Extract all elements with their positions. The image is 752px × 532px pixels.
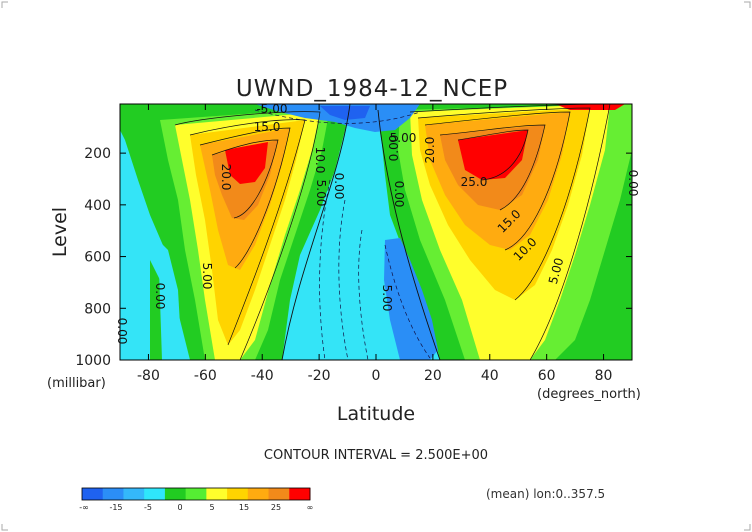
colorbar-swatch: [247, 488, 270, 500]
contour-label: 0.00: [115, 318, 129, 345]
contour-label: 0.00: [626, 170, 640, 197]
y-tick-label: 1000: [75, 353, 111, 369]
colorbar-swatch: [268, 488, 290, 500]
fill-cyan-left: [120, 270, 142, 360]
x-tick-label: -20: [308, 368, 331, 384]
colorbar-tick-label: -5: [144, 503, 152, 512]
colorbar-swatch: [164, 488, 187, 500]
colorbar-tick-label: -∞: [79, 503, 89, 512]
x-axis-title: Latitude: [337, 403, 415, 425]
colorbar: [81, 487, 311, 501]
contour-interval-text: CONTOUR INTERVAL = 2.500E+00: [264, 448, 488, 463]
contour-label: 15.0: [254, 120, 281, 134]
contour-label: 0.00: [332, 173, 346, 200]
colorbar-swatch: [227, 488, 249, 500]
contour-label: 10.0: [313, 147, 327, 174]
colorbar-tick-label: ∞: [307, 503, 314, 512]
x-tick-label: -60: [194, 368, 217, 384]
x-tick-label: 20: [424, 368, 442, 384]
colorbar-tick-label: 25: [271, 503, 281, 512]
x-tick-label: -40: [251, 368, 274, 384]
fill-cyan-left2: [158, 240, 182, 360]
colorbar-tick-label: 5: [209, 503, 214, 512]
y-unit-label: (millibar): [47, 376, 106, 391]
colorbar-swatch: [123, 488, 145, 500]
colorbar-swatch: [206, 488, 228, 500]
fill-blue-top-dark: [320, 106, 370, 120]
colorbar-swatch: [185, 488, 207, 500]
contour-label: 5.00: [546, 256, 566, 285]
y-tick-label: 600: [84, 250, 111, 266]
contour-label: 5.00: [380, 285, 394, 312]
colorbar-tick-label: 15: [239, 503, 249, 512]
contour-label: 20.0: [219, 164, 233, 191]
contour-label: 20.0: [423, 137, 437, 164]
x-tick-label: -80: [137, 368, 160, 384]
y-tick-label: 800: [84, 301, 111, 317]
colorbar-tick-label: 0: [177, 503, 182, 512]
colorbar-tick-label: -15: [109, 503, 122, 512]
colorbar-swatch: [102, 488, 124, 500]
fill-blue-equatorial: [384, 238, 438, 360]
x-tick-label: 40: [481, 368, 499, 384]
contour-label: 5.00: [390, 131, 417, 145]
colorbar-swatch: [289, 488, 311, 500]
x-tick-label: 80: [595, 368, 613, 384]
colorbar-swatch: [82, 488, 104, 500]
contour-label: 0.00: [392, 181, 406, 208]
contour-label: 5.00: [314, 180, 328, 207]
fill-blue-top: [255, 104, 420, 132]
contour-label: 5.00: [200, 263, 214, 290]
x-unit-label: (degrees_north): [537, 387, 641, 402]
x-tick-label: 60: [538, 368, 556, 384]
x-tick-label: 0: [372, 368, 381, 384]
fill-red-south: [225, 142, 268, 184]
y-tick-label: 200: [84, 146, 111, 162]
contour-label: -5.00: [256, 102, 287, 116]
contour-label: 0.00: [153, 283, 167, 310]
x-axis: -80 -60 -40 -20 0 20 40 60 80: [137, 104, 612, 384]
contour-fill: [120, 104, 632, 360]
colorbar-frame: [81, 487, 311, 501]
contour-label: 0.00: [387, 135, 401, 162]
y-axis: 200 400 600 800 1000: [75, 146, 632, 369]
y-tick-label: 400: [84, 198, 111, 214]
contour-label: 25.0: [461, 175, 488, 189]
chart-title: UWND_1984-12_NCEP: [236, 76, 508, 102]
negative-contours: [254, 109, 431, 360]
colorbar-ticks: -∞ -15 -5 0 5 15 25 ∞: [79, 503, 313, 512]
colorbar-swatch: [144, 488, 166, 500]
y-axis-title: Level: [49, 207, 71, 257]
fill-red-north: [458, 130, 528, 180]
footnote: (mean) lon:0..357.5: [486, 487, 605, 501]
